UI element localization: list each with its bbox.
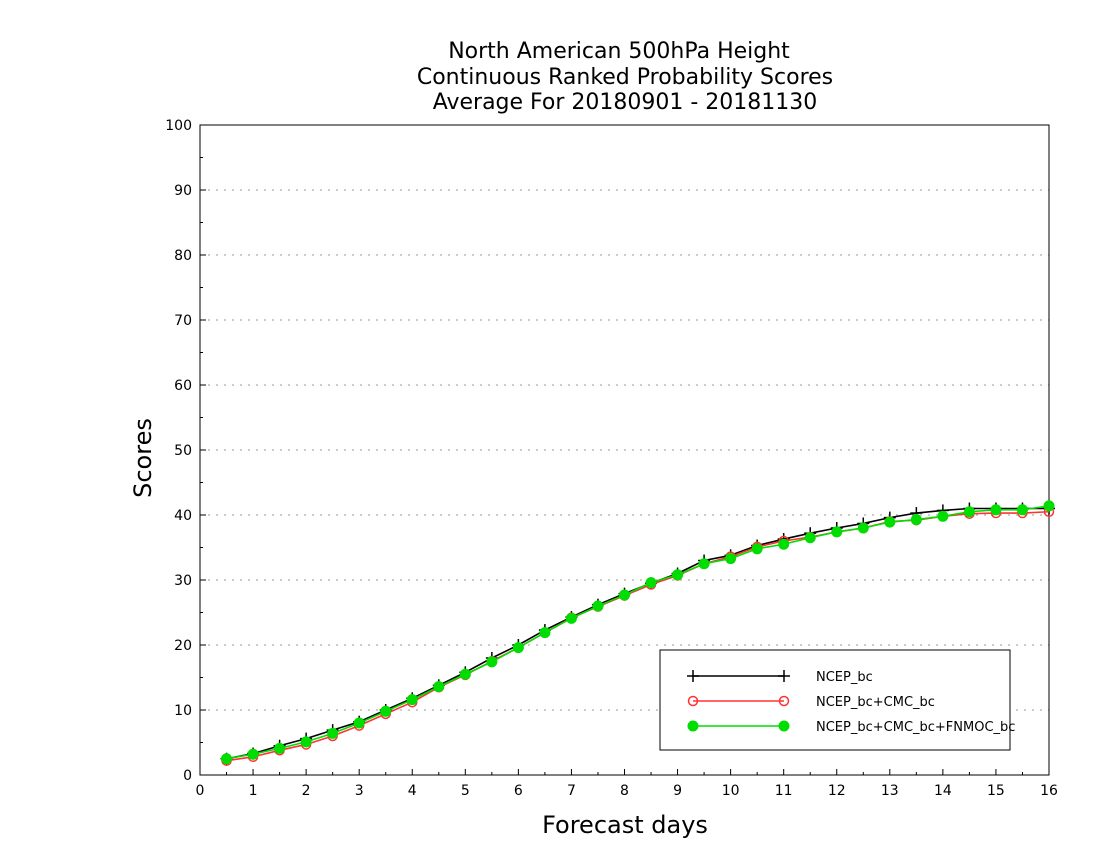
series-point xyxy=(221,753,233,765)
y-axis-label: Scores xyxy=(129,418,157,498)
y-tick-label: 10 xyxy=(174,703,192,719)
grid-lines xyxy=(200,189,1049,711)
x-tick-label: 6 xyxy=(514,783,523,799)
series-point xyxy=(459,668,471,680)
series-point xyxy=(512,642,524,654)
legend-label: NCEP_bc+CMC_bc xyxy=(816,695,935,710)
series-point xyxy=(274,742,286,754)
y-tick-label: 40 xyxy=(174,508,192,524)
x-tick-label: 10 xyxy=(722,783,740,799)
series-point xyxy=(433,681,445,693)
series-point xyxy=(831,526,843,538)
series-point xyxy=(300,736,312,748)
series-point xyxy=(539,627,551,639)
series-point xyxy=(804,532,816,544)
series-lines xyxy=(220,500,1055,766)
x-tick-label: 13 xyxy=(881,783,899,799)
series-point xyxy=(778,538,790,550)
series-point xyxy=(619,589,630,601)
series-point xyxy=(406,694,418,706)
legend-entry: NCEP_bc+CMC_bc xyxy=(687,695,935,710)
series-point xyxy=(565,612,577,624)
x-tick-label: 5 xyxy=(461,783,470,799)
x-tick-label: 11 xyxy=(775,783,793,799)
legend-label: NCEP_bc xyxy=(816,670,873,685)
series-point xyxy=(725,553,737,565)
x-tick-label: 8 xyxy=(620,783,629,799)
series-point xyxy=(486,656,498,668)
y-tick-label: 0 xyxy=(183,768,192,784)
legend-marker xyxy=(687,670,699,682)
y-axis-ticks: 0 10 20 30 40 50 60 70 80 90 100 xyxy=(165,118,206,784)
x-tick-label: 4 xyxy=(408,783,417,799)
x-tick-label: 1 xyxy=(249,783,258,799)
x-axis-label: Forecast days xyxy=(542,811,708,839)
series-point xyxy=(857,522,869,534)
y-tick-label: 70 xyxy=(174,313,192,329)
x-tick-label: 7 xyxy=(567,783,576,799)
series-point xyxy=(645,577,657,589)
y-tick-label: 50 xyxy=(174,443,192,459)
legend-marker xyxy=(778,695,790,707)
legend-marker xyxy=(687,720,699,732)
chart-title: North American 500hPa Height Continuous … xyxy=(417,39,833,115)
series-point xyxy=(353,717,365,729)
series-point xyxy=(327,727,339,739)
series-point xyxy=(1043,500,1055,512)
y-tick-label: 30 xyxy=(174,573,192,589)
series-point xyxy=(1016,504,1028,516)
legend: NCEP_bc NCEP_bc+CMC_bc NCEP_bc+CMC_bc+FNMO… xyxy=(659,649,1015,751)
series-point xyxy=(751,543,763,555)
x-tick-label: 9 xyxy=(673,783,682,799)
x-tick-label: 15 xyxy=(987,783,1005,799)
series-point xyxy=(884,516,896,528)
chart-title-line-1: North American 500hPa Height xyxy=(448,39,790,64)
series-point xyxy=(698,558,710,570)
x-tick-label: 16 xyxy=(1040,783,1058,799)
y-tick-label: 60 xyxy=(174,378,192,394)
series-point xyxy=(592,600,604,612)
y-tick-label: 80 xyxy=(174,248,192,264)
series-point xyxy=(937,510,949,522)
legend-box xyxy=(659,649,1011,751)
series-point xyxy=(247,748,259,760)
series-point xyxy=(963,506,975,518)
y-tick-label: 20 xyxy=(174,638,192,654)
legend-marker xyxy=(778,670,790,682)
x-tick-label: 0 xyxy=(196,783,205,799)
x-tick-label: 14 xyxy=(934,783,952,799)
y-tick-label: 100 xyxy=(165,118,192,134)
legend-marker xyxy=(778,720,790,732)
chart-title-line-2: Continuous Ranked Probability Scores xyxy=(417,65,833,90)
x-tick-label: 12 xyxy=(828,783,846,799)
legend-label: NCEP_bc+CMC_bc+FNMOC_bc xyxy=(816,720,1015,735)
legend-marker xyxy=(687,695,699,707)
chart-title-line-3: Average For 20180901 - 20181130 xyxy=(433,90,818,115)
series-point xyxy=(910,514,922,526)
series-3 xyxy=(221,500,1055,765)
legend-entry: NCEP_bc xyxy=(687,670,873,685)
series-point xyxy=(380,705,392,717)
legend-entry: NCEP_bc+CMC_bc+FNMOC_bc xyxy=(687,720,1015,735)
y-tick-label: 90 xyxy=(174,183,192,199)
x-tick-label: 2 xyxy=(302,783,311,799)
x-axis-ticks: 0 1 2 3 4 5 6 7 8 9 10 11 12 13 14 15 16 xyxy=(196,769,1058,799)
series-point xyxy=(672,569,684,581)
x-tick-label: 3 xyxy=(355,783,364,799)
series-point xyxy=(990,504,1002,516)
